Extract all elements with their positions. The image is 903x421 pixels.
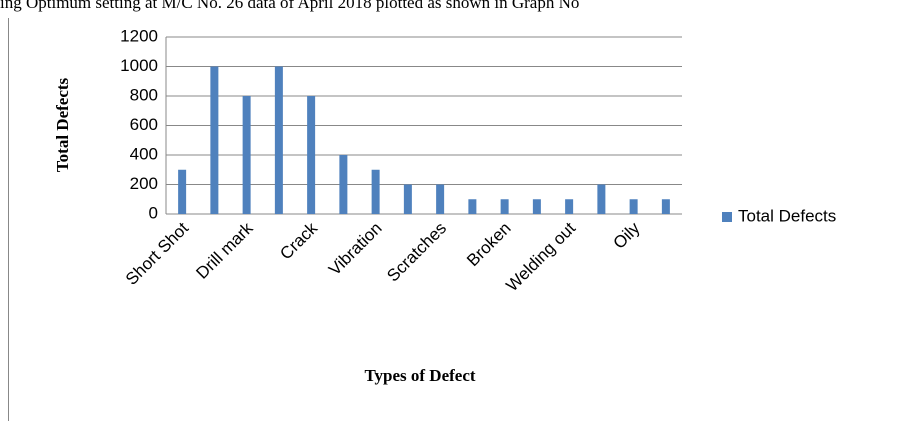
y-tick-label: 800	[130, 85, 158, 104]
x-tick-label: Vibration	[325, 219, 386, 280]
bar	[274, 66, 283, 214]
bar	[597, 184, 606, 214]
bar	[210, 66, 219, 214]
bar	[307, 96, 316, 214]
x-tick-label: Short Shot	[122, 218, 192, 288]
x-tick-label: Welding out	[502, 218, 579, 295]
y-tick-label: 600	[130, 115, 158, 134]
bar	[532, 199, 541, 214]
x-tick-label: Crack	[276, 218, 321, 263]
bar	[242, 96, 251, 214]
bar	[565, 199, 574, 214]
y-axis-title: Total Defects	[53, 77, 72, 172]
legend-swatch	[722, 212, 732, 222]
legend-label: Total Defects	[738, 206, 836, 225]
bar	[468, 199, 477, 214]
bar	[661, 199, 670, 214]
bar	[629, 199, 638, 214]
x-tick-label: Oily	[609, 218, 643, 252]
x-tick-label: Broken	[463, 219, 515, 271]
caption: ing Optimum setting at M/C No. 26 data o…	[0, 0, 579, 12]
bar	[371, 169, 380, 214]
bar	[339, 155, 348, 214]
y-tick-label: 1200	[120, 26, 158, 45]
x-tick-label: Scratches	[383, 219, 450, 286]
bar	[436, 184, 445, 214]
bar	[178, 169, 187, 214]
bar	[403, 184, 412, 214]
y-tick-label: 1000	[120, 56, 158, 75]
bar	[500, 199, 509, 214]
x-axis-title: Types of Defect	[364, 366, 475, 385]
y-tick-label: 400	[130, 144, 158, 163]
x-tick-label: Drill mark	[192, 218, 257, 283]
y-tick-label: 0	[149, 203, 158, 222]
y-tick-label: 200	[130, 174, 158, 193]
